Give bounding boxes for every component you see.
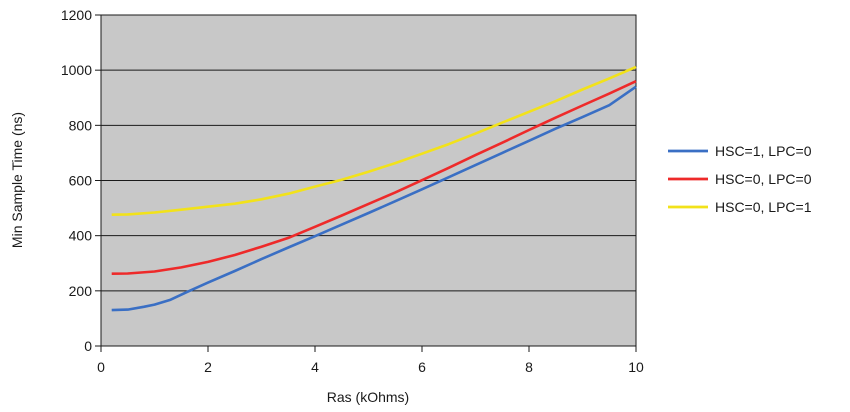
- y-tick-label: 1200: [61, 7, 92, 23]
- x-tick-label: 2: [204, 359, 212, 375]
- x-tick-label: 10: [628, 359, 644, 375]
- x-tick-label: 8: [525, 359, 533, 375]
- y-tick-label: 600: [69, 173, 93, 189]
- y-tick-label: 200: [69, 283, 93, 299]
- y-tick-label: 400: [69, 228, 93, 244]
- x-tick-label: 0: [97, 359, 105, 375]
- legend-label: HSC=1, LPC=0: [715, 143, 812, 159]
- series-line: [111, 80, 637, 275]
- x-tick-label: 4: [311, 359, 319, 375]
- y-tick-label: 1000: [61, 62, 92, 78]
- y-axis-label: Min Sample Time (ns): [9, 112, 25, 248]
- legend: HSC=1, LPC=0 HSC=0, LPC=0 HSC=0, LPC=1: [668, 143, 812, 215]
- legend-label: HSC=0, LPC=1: [715, 199, 812, 215]
- x-axis-label: Ras (kOhms): [327, 389, 409, 405]
- y-axis: 0 200 400 600 800 1000 1200: [61, 7, 101, 354]
- y-tick-label: 800: [69, 117, 93, 133]
- x-tick-label: 6: [418, 359, 426, 375]
- series-line: [111, 65, 637, 216]
- y-tick-label: 0: [84, 338, 92, 354]
- x-axis: 0 2 4 6 8 10: [97, 346, 644, 375]
- legend-label: HSC=0, LPC=0: [715, 171, 812, 187]
- series-line: [111, 85, 637, 312]
- series-lines: [111, 65, 637, 312]
